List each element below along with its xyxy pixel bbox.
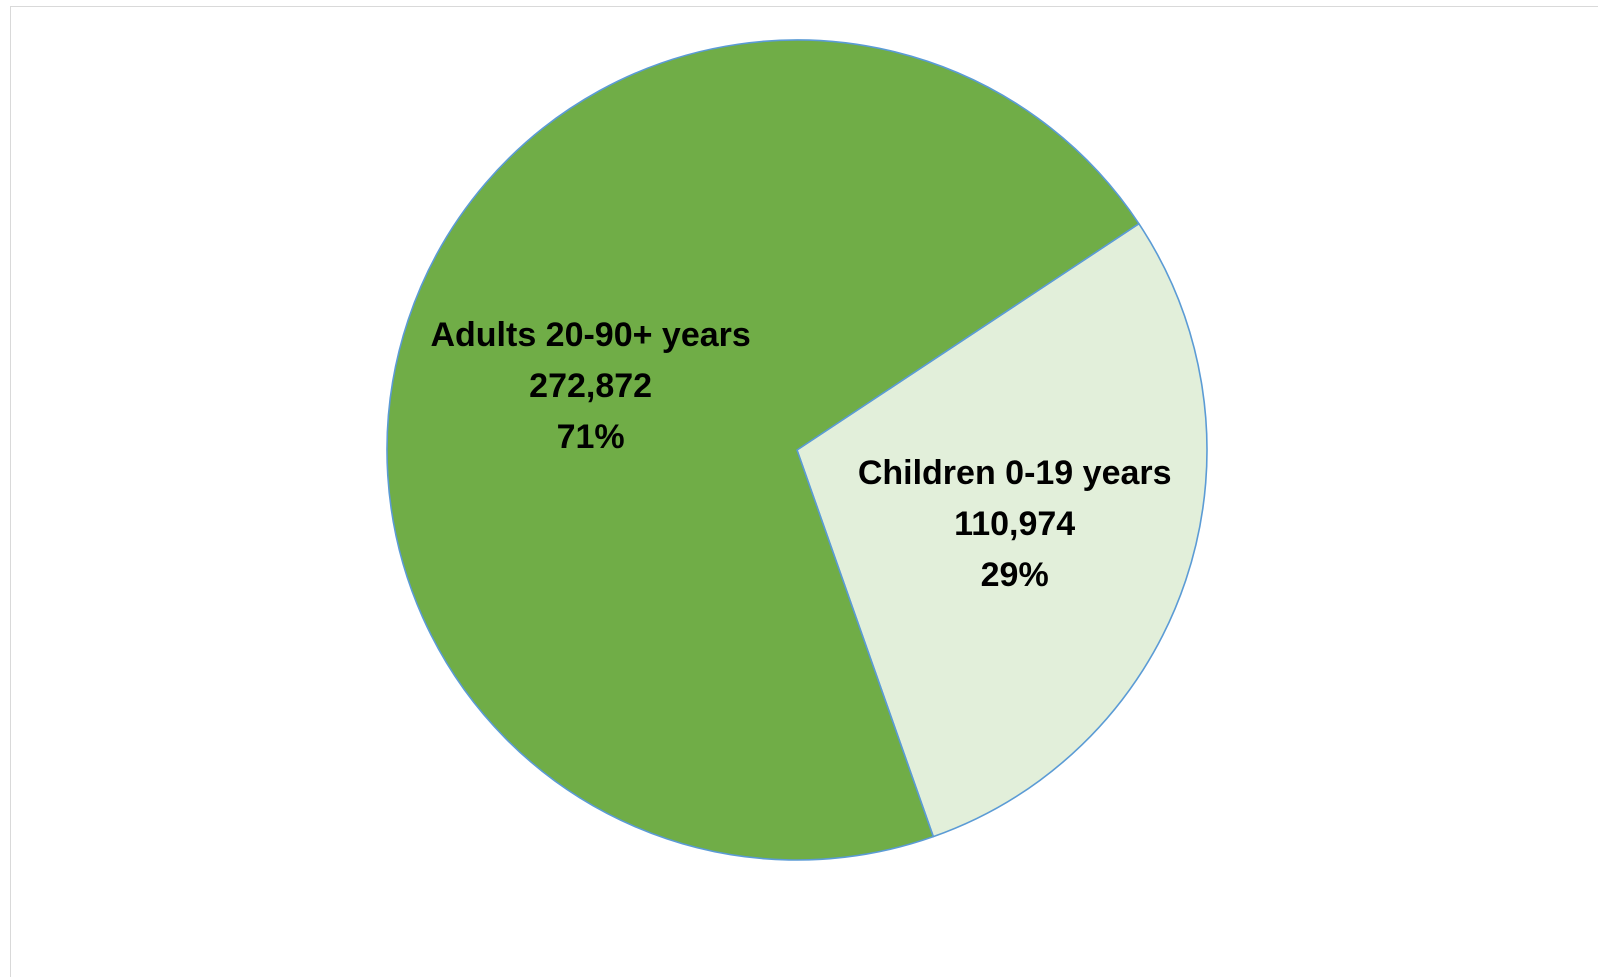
pie-labels: Children 0-19 years 110,974 29% Adults 20-9… (430, 316, 1171, 594)
slice-value: 110,974 (954, 505, 1075, 543)
pie-slices (386, 39, 1208, 861)
slice-percent: 29% (981, 556, 1049, 594)
slice-label-adults: Adults 20-90+ years 272,872 71% (430, 316, 750, 456)
slice-percent: 71% (557, 418, 625, 456)
pie-slice-children (796, 222, 1208, 838)
slice-name: Children 0-19 years (858, 454, 1172, 492)
pie-slice-adults (386, 39, 1140, 861)
slice-name: Adults 20-90+ years (430, 316, 750, 354)
slice-value: 272,872 (529, 367, 652, 405)
slice-label-children: Children 0-19 years 110,974 29% (858, 454, 1172, 594)
